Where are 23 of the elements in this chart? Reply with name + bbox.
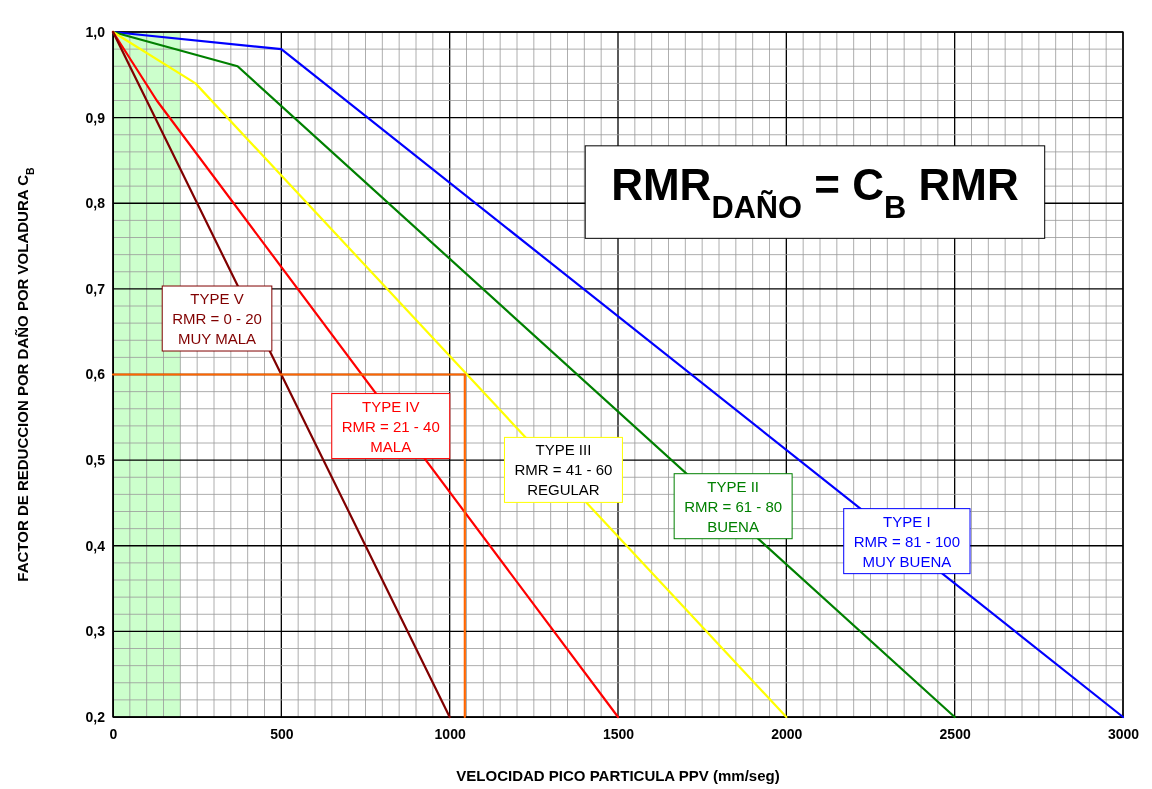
y-tick-label: 0,4	[85, 537, 106, 554]
x-tick-label: 1000	[434, 725, 466, 742]
annotation: TYPE III RMR = 41 - 60 REGULAR	[514, 441, 613, 499]
y-tick-label: 0,8	[85, 195, 106, 212]
x-tick-label: 500	[270, 725, 294, 742]
y-tick-label: 0,9	[85, 109, 106, 126]
x-tick-label: 2000	[771, 725, 803, 742]
x-axis-title: VELOCIDAD PICO PARTICULA PPV (mm/seg)	[456, 767, 780, 784]
y-tick-label: 0,3	[85, 623, 106, 640]
y-tick-label: 0,5	[85, 452, 106, 469]
y-tick-label: 0,2	[85, 708, 106, 725]
y-tick-label: 0,6	[85, 366, 106, 383]
annotation: RMR$_{DAÑO}$ = C$_{B}$ RMR	[611, 159, 1019, 225]
annotation: TYPE IV RMR = 21 - 40 MALA	[341, 397, 440, 455]
y-tick-label: 0,7	[85, 280, 106, 297]
x-tick-label: 1500	[602, 725, 635, 742]
x-tick-label: 0	[109, 725, 118, 742]
annotation: TYPE V RMR = 0 - 20 MUY MALA	[172, 290, 262, 348]
annotation: TYPE I RMR = 81 - 100 MUY BUENA	[853, 512, 961, 570]
y-tick-label: 1,0	[85, 23, 106, 40]
x-tick-label: 2500	[939, 725, 971, 742]
annotation: TYPE II RMR = 61 - 80 BUENA	[684, 477, 783, 535]
x-tick-label: 3000	[1107, 725, 1140, 742]
